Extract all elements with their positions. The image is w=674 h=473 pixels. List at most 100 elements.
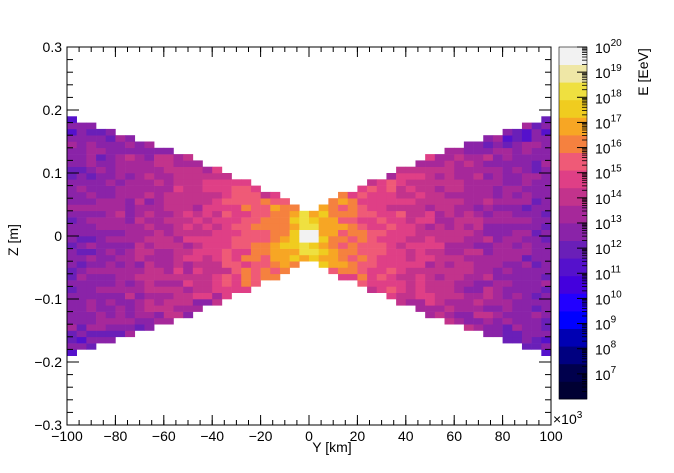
heatmap-cell <box>328 267 339 275</box>
heatmap-cell <box>144 204 155 212</box>
heatmap-cell <box>250 204 261 212</box>
x-tick-label: −20 <box>249 428 273 444</box>
heatmap-cell <box>67 116 77 123</box>
heatmap-cell <box>241 236 252 243</box>
heatmap-cell <box>444 191 455 199</box>
heatmap-cell <box>434 198 445 205</box>
heatmap-cell <box>173 299 184 306</box>
heatmap-cell <box>96 198 107 205</box>
heatmap-cell <box>492 179 503 186</box>
heatmap-cell <box>86 292 97 300</box>
heatmap-cell <box>67 135 77 142</box>
heatmap-cell <box>531 292 542 300</box>
heatmap-cell <box>483 311 494 319</box>
heatmap-cell <box>415 292 426 300</box>
heatmap-cell <box>541 229 552 237</box>
heatmap-cell <box>463 210 474 218</box>
heatmap-cell <box>241 179 252 186</box>
heatmap-cell <box>502 236 513 243</box>
heatmap-cell <box>521 128 532 136</box>
heatmap-cell <box>212 273 223 281</box>
heatmap-cell <box>376 261 387 268</box>
heatmap-cell <box>163 311 174 319</box>
heatmap-cell <box>163 292 174 300</box>
heatmap-cell <box>67 204 77 212</box>
heatmap-cell <box>492 299 503 306</box>
heatmap-cell <box>454 204 465 212</box>
heatmap-cell <box>357 254 368 262</box>
heatmap-cell <box>221 267 232 275</box>
heatmap-cell <box>347 191 358 199</box>
heatmap-cell <box>434 305 445 312</box>
heatmap-cell <box>512 330 523 338</box>
heatmap-cell <box>202 236 213 243</box>
heatmap-cell <box>183 280 194 287</box>
colorbar-tick-label: 1016 <box>595 139 622 157</box>
heatmap-cell <box>318 223 329 230</box>
heatmap-cell <box>531 160 542 167</box>
heatmap-cell <box>531 147 542 155</box>
heatmap-cell <box>163 242 174 249</box>
heatmap-cell <box>115 217 126 224</box>
heatmap-cell <box>425 311 436 319</box>
heatmap-cell <box>105 229 116 237</box>
heatmap-cell <box>483 236 494 243</box>
heatmap-cell <box>289 242 300 249</box>
heatmap-cell <box>163 229 174 237</box>
heatmap-cell <box>154 173 165 180</box>
heatmap-cell <box>67 166 77 174</box>
heatmap-cell <box>415 166 426 174</box>
y-axis-ticks: −0.3 −0.2 −0.1 0 0.1 0.2 0.3 <box>34 39 551 433</box>
heatmap-cell <box>425 160 436 167</box>
heatmap-cell <box>202 191 213 199</box>
heatmap-cell <box>521 210 532 218</box>
heatmap-cell <box>425 204 436 212</box>
heatmap-cell <box>115 223 126 230</box>
colorbar-swatch <box>559 346 587 365</box>
colorbar-swatch <box>559 205 587 224</box>
heatmap-cell <box>115 191 126 199</box>
heatmap-cell <box>454 254 465 262</box>
heatmap-cell <box>541 122 552 130</box>
heatmap-cell <box>202 210 213 218</box>
heatmap-cell <box>541 191 552 199</box>
heatmap-cell <box>183 166 194 174</box>
heatmap-cell <box>405 286 416 293</box>
heatmap-cell <box>502 185 513 193</box>
heatmap-cell <box>115 267 126 275</box>
heatmap-cell <box>96 254 107 262</box>
heatmap-cell <box>241 280 252 287</box>
heatmap-cell <box>105 305 116 312</box>
heatmap-cell <box>86 248 97 256</box>
heatmap-cell <box>386 286 397 293</box>
heatmap-cell <box>309 242 319 249</box>
heatmap-cell <box>231 280 242 287</box>
heatmap-cell <box>76 198 87 205</box>
heatmap-cell <box>492 141 503 149</box>
heatmap-cell <box>192 254 203 262</box>
x-tick-label: −100 <box>51 428 83 444</box>
heatmap-cell <box>541 141 552 149</box>
heatmap-cell <box>357 229 368 237</box>
y-tick-label: 0.2 <box>43 102 63 118</box>
heatmap-cell <box>473 248 484 256</box>
heatmap-cell <box>492 242 503 249</box>
heatmap-cell <box>221 173 232 180</box>
heatmap-cell <box>76 273 87 281</box>
heatmap-cell <box>502 204 513 212</box>
heatmap-cell <box>502 217 513 224</box>
heatmap-cell <box>154 154 165 161</box>
heatmap-cell <box>144 191 155 199</box>
heatmap-cell <box>270 261 281 268</box>
heatmap-cell <box>144 267 155 275</box>
heatmap-cell <box>473 154 484 161</box>
heatmap-cell <box>76 229 87 237</box>
heatmap-cell <box>531 343 542 350</box>
colorbar-tick-label: 1014 <box>595 189 622 207</box>
heatmap-cell <box>309 229 319 237</box>
heatmap-cell <box>434 204 445 212</box>
heatmap-cell <box>309 210 319 218</box>
heatmap-cell <box>241 185 252 193</box>
heatmap-cell <box>105 330 116 338</box>
heatmap-cell <box>299 248 310 256</box>
